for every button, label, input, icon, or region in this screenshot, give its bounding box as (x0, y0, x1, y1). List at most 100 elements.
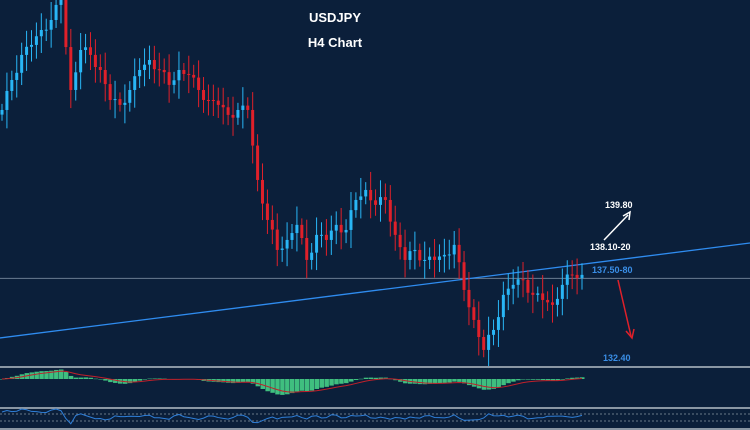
candle-body (541, 293, 545, 300)
candle-body (64, 0, 68, 48)
histogram-bar (152, 378, 157, 379)
down-arrow-icon (617, 279, 632, 337)
candle-body (128, 89, 132, 103)
candle-body (516, 279, 520, 285)
histogram-bar (34, 371, 39, 379)
histogram-bar (235, 379, 241, 383)
candle-body (251, 109, 255, 146)
candle-body (177, 69, 181, 81)
histogram-bar (231, 379, 236, 384)
candle-body (324, 234, 328, 240)
histogram-bar (368, 377, 374, 379)
histogram-bar (501, 379, 506, 386)
candle-body (152, 59, 156, 70)
histogram-bar (245, 379, 251, 383)
candle-body (241, 105, 245, 110)
candle-body (206, 99, 210, 101)
candle-body (172, 80, 176, 85)
candle-body (501, 294, 505, 318)
histogram-bar (486, 379, 492, 390)
candle-body (34, 36, 38, 45)
histogram-bar (417, 379, 423, 385)
candle-body (319, 234, 323, 236)
histogram-bar (466, 379, 472, 386)
histogram-bar (412, 379, 418, 384)
candle-body (511, 284, 515, 289)
candle-body (354, 199, 358, 211)
candle-body (79, 49, 83, 73)
histogram-bar (570, 377, 575, 379)
candle-body (393, 221, 397, 235)
candle-body (388, 199, 392, 222)
candle-body (5, 90, 9, 110)
histogram-bar (39, 371, 44, 379)
histogram-bar (378, 377, 383, 379)
candle-body (270, 219, 274, 230)
histogram-bar (309, 379, 315, 391)
time-axis-line (0, 428, 750, 430)
histogram-bar (521, 379, 526, 380)
histogram-bar (525, 379, 531, 380)
candle-body (531, 292, 535, 295)
candle-body (403, 247, 407, 260)
candle-body (383, 197, 387, 200)
histogram-bar (550, 379, 556, 381)
histogram-bar (157, 378, 162, 379)
histogram-bar (127, 379, 133, 384)
candle-body (428, 256, 432, 260)
candle-body (182, 69, 186, 74)
histogram-bar (462, 379, 467, 384)
histogram-bar (565, 378, 570, 379)
candle-body (39, 29, 43, 37)
histogram-bar (294, 379, 300, 392)
pivot-label: 137.50-80 (592, 265, 633, 275)
histogram-bar (275, 379, 280, 395)
candle-body (25, 46, 29, 55)
candle-body (93, 54, 97, 68)
resistance-label: 138.10-20 (590, 242, 631, 252)
candle-body (378, 197, 382, 205)
candle-body (560, 284, 564, 299)
histogram-bar (142, 379, 148, 380)
histogram-bar (324, 379, 329, 387)
candle-body (334, 224, 338, 231)
histogram-bar (93, 378, 98, 380)
candle-body (467, 289, 471, 308)
candle-body (147, 59, 151, 65)
candle-body (44, 29, 48, 31)
candle-body (69, 47, 73, 90)
main-panel-separator (0, 366, 750, 368)
signal-line (1, 370, 583, 393)
candle-body (29, 44, 33, 47)
histogram-bar (73, 377, 79, 379)
chart-title: USDJPY (308, 10, 362, 25)
histogram-bar (442, 379, 447, 383)
candle-body (315, 234, 319, 253)
candle-body (423, 259, 427, 261)
histogram-bar (29, 372, 34, 379)
histogram-bar (255, 379, 261, 387)
candle-body (143, 64, 147, 70)
candle-body (310, 252, 314, 260)
histogram-bar (540, 379, 546, 381)
histogram-bar (78, 377, 84, 379)
up-arrowhead-icon (622, 210, 631, 221)
histogram-bar (516, 379, 521, 381)
histogram-bar (113, 379, 118, 383)
candle-body (231, 114, 235, 118)
candle-body (437, 256, 441, 260)
candle-body (54, 4, 58, 20)
histogram-bar (54, 369, 59, 379)
candle-body (59, 0, 63, 5)
histogram-bar (339, 379, 344, 384)
candle-body (369, 189, 373, 201)
histogram-bar (353, 379, 359, 380)
histogram-bar (334, 379, 339, 385)
histogram-bar (427, 379, 433, 384)
candle-body (339, 224, 343, 233)
histogram-bar (68, 375, 74, 379)
oscillator-line (1, 408, 583, 425)
histogram-bar (363, 377, 369, 379)
